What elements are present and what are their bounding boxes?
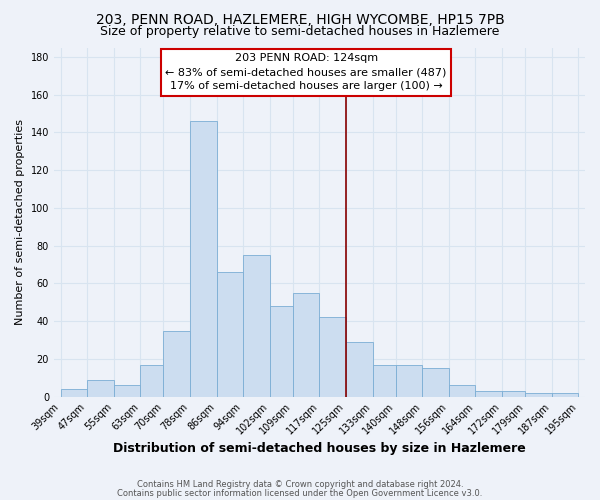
Bar [243,255,269,396]
Text: 203 PENN ROAD: 124sqm
← 83% of semi-detached houses are smaller (487)
17% of sem: 203 PENN ROAD: 124sqm ← 83% of semi-deta… [166,53,447,91]
Bar [525,393,552,396]
Bar [61,389,87,396]
Bar [373,364,396,396]
Bar [502,391,525,396]
Bar [422,368,449,396]
Text: Size of property relative to semi-detached houses in Hazlemere: Size of property relative to semi-detach… [100,25,500,38]
Bar [552,393,578,396]
Bar [319,318,346,396]
Text: 203, PENN ROAD, HAZLEMERE, HIGH WYCOMBE, HP15 7PB: 203, PENN ROAD, HAZLEMERE, HIGH WYCOMBE,… [95,12,505,26]
Text: Contains HM Land Registry data © Crown copyright and database right 2024.: Contains HM Land Registry data © Crown c… [137,480,463,489]
Bar [293,293,319,397]
Bar [163,330,190,396]
Bar [140,364,163,396]
Bar [449,386,475,396]
Bar [217,272,243,396]
Bar [475,391,502,396]
Bar [190,121,217,396]
Bar [113,386,140,396]
X-axis label: Distribution of semi-detached houses by size in Hazlemere: Distribution of semi-detached houses by … [113,442,526,455]
Y-axis label: Number of semi-detached properties: Number of semi-detached properties [15,119,25,325]
Bar [269,306,293,396]
Text: Contains public sector information licensed under the Open Government Licence v3: Contains public sector information licen… [118,488,482,498]
Bar [396,364,422,396]
Bar [87,380,113,396]
Bar [346,342,373,396]
